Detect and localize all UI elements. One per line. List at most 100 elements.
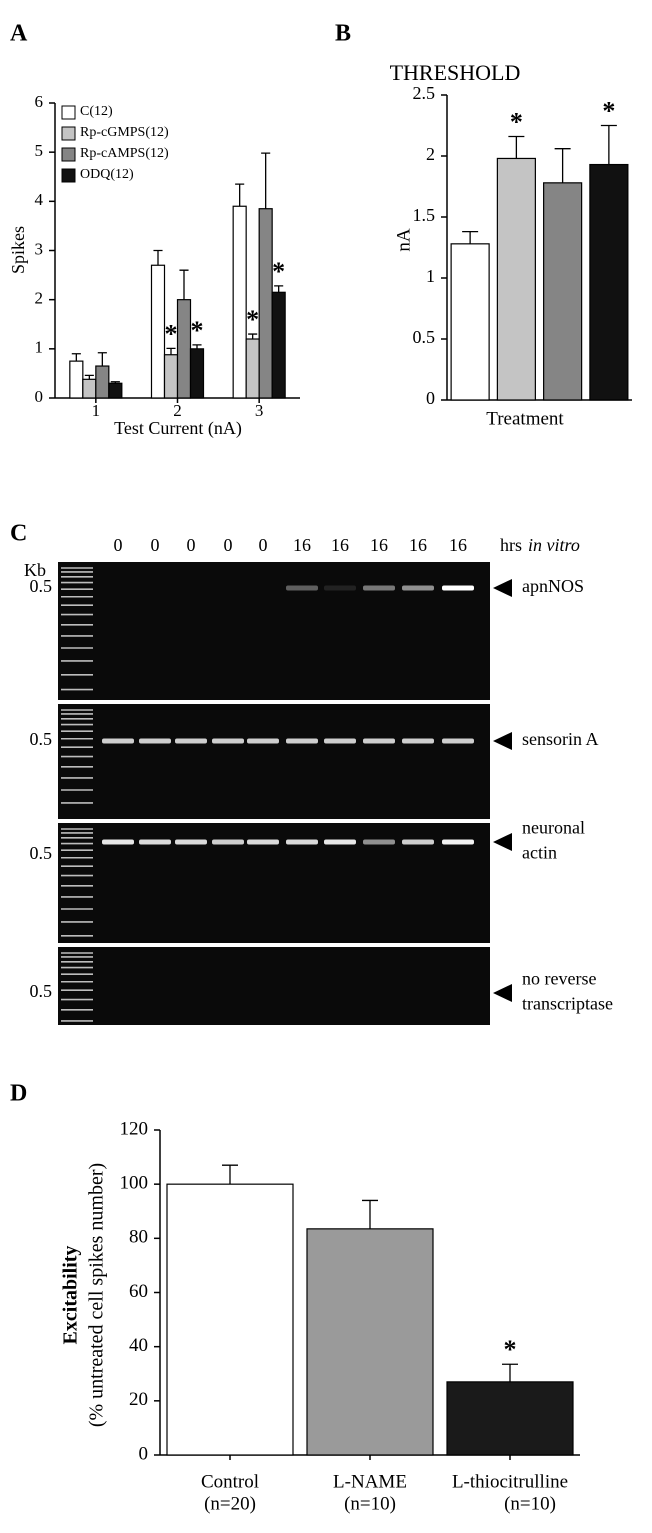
row-arrow bbox=[493, 984, 512, 1002]
legend-label: Rp-cAMPS(12) bbox=[80, 146, 169, 161]
significance-mark: * bbox=[191, 316, 204, 345]
lane-label: 16 bbox=[449, 535, 467, 555]
row-arrow bbox=[493, 732, 512, 750]
x-tick-label: 2 bbox=[173, 401, 182, 420]
row-label: actin bbox=[522, 843, 557, 863]
legend-label: ODQ(12) bbox=[80, 167, 134, 182]
gel-band bbox=[102, 840, 134, 845]
error-bar bbox=[362, 1200, 378, 1228]
bar bbox=[259, 209, 272, 398]
significance-mark: * bbox=[246, 305, 259, 334]
gel-band bbox=[139, 840, 171, 845]
error-bar bbox=[601, 126, 617, 165]
size-marker: 0.5 bbox=[30, 576, 53, 596]
y-tick-label: 60 bbox=[129, 1281, 148, 1302]
error-bar bbox=[508, 136, 524, 158]
lane-label: 0 bbox=[151, 535, 160, 555]
row-label: sensorin A bbox=[522, 729, 599, 749]
x-axis-label: Treatment bbox=[486, 408, 564, 429]
row-label: neuronal bbox=[522, 818, 585, 838]
gel-band bbox=[324, 840, 356, 845]
legend-swatch bbox=[62, 106, 75, 119]
y-tick-label: 80 bbox=[129, 1227, 148, 1248]
bar bbox=[191, 349, 204, 398]
y-tick-label: 40 bbox=[129, 1335, 148, 1356]
error-bar bbox=[179, 270, 188, 300]
panel-letter: B bbox=[335, 21, 351, 47]
lane-label: 0 bbox=[224, 535, 233, 555]
gel-band bbox=[286, 739, 318, 744]
gel-band bbox=[402, 739, 434, 744]
y-tick-label: 20 bbox=[129, 1389, 148, 1410]
panel-letter: D bbox=[10, 1081, 27, 1107]
y-tick-label: 120 bbox=[120, 1118, 149, 1139]
y-tick-label: 0 bbox=[426, 388, 435, 408]
gel-strip bbox=[58, 947, 490, 1025]
error-bar bbox=[274, 286, 283, 292]
gel-band bbox=[212, 840, 244, 845]
y-tick-label: 4 bbox=[35, 190, 44, 209]
bar bbox=[96, 366, 109, 398]
lane-label: 16 bbox=[370, 535, 388, 555]
y-axis-label: Spikes bbox=[8, 226, 28, 274]
gel-band bbox=[175, 739, 207, 744]
bar bbox=[165, 355, 178, 398]
x-axis-label: Test Current (nA) bbox=[114, 418, 242, 439]
gel-band bbox=[286, 840, 318, 845]
y-tick-label: 1.5 bbox=[413, 205, 436, 225]
y-tick-label: 0 bbox=[139, 1443, 149, 1464]
bar bbox=[451, 244, 489, 400]
significance-mark: * bbox=[504, 1335, 517, 1364]
gel-band bbox=[402, 586, 434, 591]
gel-band bbox=[442, 840, 474, 845]
bar bbox=[544, 183, 582, 400]
legend-swatch bbox=[62, 148, 75, 161]
error-bar bbox=[261, 153, 270, 209]
bar bbox=[178, 300, 191, 398]
figure: A0123456SpikesTest Current (nA)12**3**C(… bbox=[0, 0, 652, 1533]
error-bar bbox=[462, 232, 478, 244]
gel-band bbox=[286, 586, 318, 591]
gel-band bbox=[442, 739, 474, 744]
y-tick-label: 3 bbox=[35, 239, 44, 258]
legend-label: Rp-cGMPS(12) bbox=[80, 125, 169, 140]
y-tick-label: 100 bbox=[120, 1173, 149, 1194]
y-axis-label: Excitability bbox=[60, 1246, 82, 1345]
bar bbox=[233, 206, 246, 398]
y-tick-label: 2 bbox=[35, 289, 44, 308]
size-marker: 0.5 bbox=[30, 843, 53, 863]
bar bbox=[152, 265, 165, 398]
error-bar bbox=[235, 184, 244, 206]
panel-letter: C bbox=[10, 521, 27, 547]
row-arrow bbox=[493, 579, 512, 597]
gel-band bbox=[324, 739, 356, 744]
row-arrow bbox=[493, 833, 512, 851]
x-tick-label: L-NAME bbox=[333, 1471, 407, 1492]
significance-mark: * bbox=[602, 96, 615, 125]
row-label: apnNOS bbox=[522, 576, 584, 596]
x-tick-label: 3 bbox=[255, 401, 264, 420]
lane-label: 0 bbox=[259, 535, 268, 555]
chart-title: THRESHOLD bbox=[390, 60, 521, 85]
y-tick-label: 6 bbox=[35, 92, 44, 111]
gel-strip bbox=[58, 704, 490, 819]
bar bbox=[497, 158, 535, 400]
y-axis-label: nA bbox=[393, 228, 414, 252]
gel-band bbox=[102, 739, 134, 744]
bar bbox=[590, 165, 628, 400]
lane-label: 16 bbox=[409, 535, 427, 555]
bar bbox=[307, 1229, 433, 1455]
bar bbox=[70, 361, 83, 398]
error-bar bbox=[72, 354, 81, 361]
y-tick-label: 2 bbox=[426, 144, 435, 164]
lane-label: 16 bbox=[331, 535, 349, 555]
gel-band bbox=[363, 739, 395, 744]
row-label: transcriptase bbox=[522, 994, 613, 1014]
lane-label: 16 bbox=[293, 535, 311, 555]
lane-label: 0 bbox=[187, 535, 196, 555]
bar bbox=[246, 339, 259, 398]
bar bbox=[272, 292, 285, 398]
error-bar bbox=[166, 348, 175, 354]
y-tick-label: 1 bbox=[426, 266, 435, 286]
row-label: no reverse bbox=[522, 969, 596, 989]
